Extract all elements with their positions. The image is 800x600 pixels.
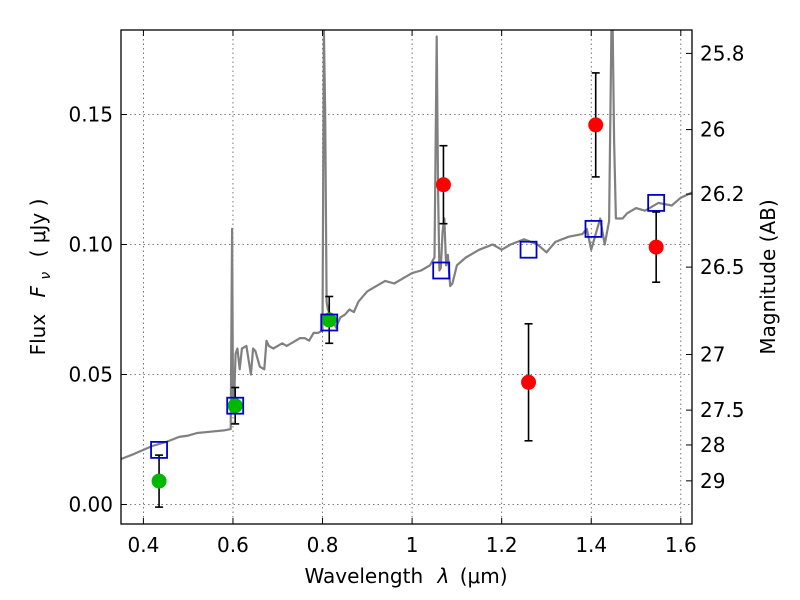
observed-flux-point bbox=[151, 473, 167, 489]
model-flux-square bbox=[519, 240, 538, 259]
y-tick-label: 0.10 bbox=[68, 233, 113, 257]
x-tick-label: 1.2 bbox=[486, 533, 518, 557]
observed-flux-point bbox=[588, 117, 604, 133]
observed-flux-point bbox=[521, 374, 537, 390]
plot-frame bbox=[120, 29, 693, 525]
x-tick-label: 0.8 bbox=[307, 533, 339, 557]
model-flux-square bbox=[432, 261, 451, 280]
observed-flux-point bbox=[227, 398, 243, 414]
right-tick-label: 26.5 bbox=[700, 255, 745, 279]
right-tick-label: 25.8 bbox=[700, 41, 745, 65]
x-tick-label: 0.4 bbox=[127, 533, 159, 557]
observed-flux-point bbox=[648, 239, 664, 255]
y-tick-label: 0.15 bbox=[68, 103, 113, 127]
x-tick-label: 1 bbox=[406, 533, 419, 557]
right-tick-label: 27 bbox=[700, 342, 725, 366]
y-tick-label: 0.05 bbox=[68, 363, 113, 387]
x-axis-label-unit: (μm) bbox=[460, 564, 508, 588]
x-tick-label: 0.6 bbox=[217, 533, 249, 557]
x-axis-label: Wavelength λ (μm) bbox=[304, 564, 507, 588]
observed-flux-point bbox=[321, 312, 337, 328]
right-tick-label: 26 bbox=[700, 118, 725, 142]
y-tick-label: 0.00 bbox=[68, 493, 113, 517]
right-tick-label: 27.5 bbox=[700, 398, 745, 422]
right-tick-label: 26.2 bbox=[700, 182, 745, 206]
right-tick-label: 28 bbox=[700, 433, 725, 457]
x-axis-label-text: Wavelength bbox=[304, 564, 423, 588]
data-layer bbox=[121, 30, 692, 508]
y-axis-label-unit: ( μJy ) bbox=[26, 199, 50, 258]
y-axis-label: Flux F ν ( μJy ) bbox=[26, 199, 55, 356]
observed-flux-point bbox=[435, 177, 451, 193]
y-axis-label-subscript: ν bbox=[38, 272, 54, 280]
model-flux-square bbox=[226, 396, 245, 415]
x-tick-label: 1.4 bbox=[575, 533, 607, 557]
y-axis-label-text: Flux bbox=[26, 314, 50, 356]
axis-ticks: 0.4 0.6 0.8 1 1.2 1.4 1.6 0.00 0.05 0.10 0.15 25.8 2… bbox=[68, 30, 745, 557]
model-flux-square bbox=[320, 313, 339, 332]
sed-template-line bbox=[121, 30, 692, 461]
x-axis-label-symbol: λ bbox=[437, 564, 450, 588]
right-tick-label: 29 bbox=[700, 469, 725, 493]
model-flux-square bbox=[647, 193, 666, 212]
y-axis-label-symbol: F bbox=[26, 285, 50, 297]
x-tick-label: 1.6 bbox=[665, 533, 697, 557]
model-flux-square bbox=[584, 219, 603, 238]
model-flux-square bbox=[150, 440, 168, 459]
right-axis-label: Magnitude (AB) bbox=[756, 199, 780, 354]
